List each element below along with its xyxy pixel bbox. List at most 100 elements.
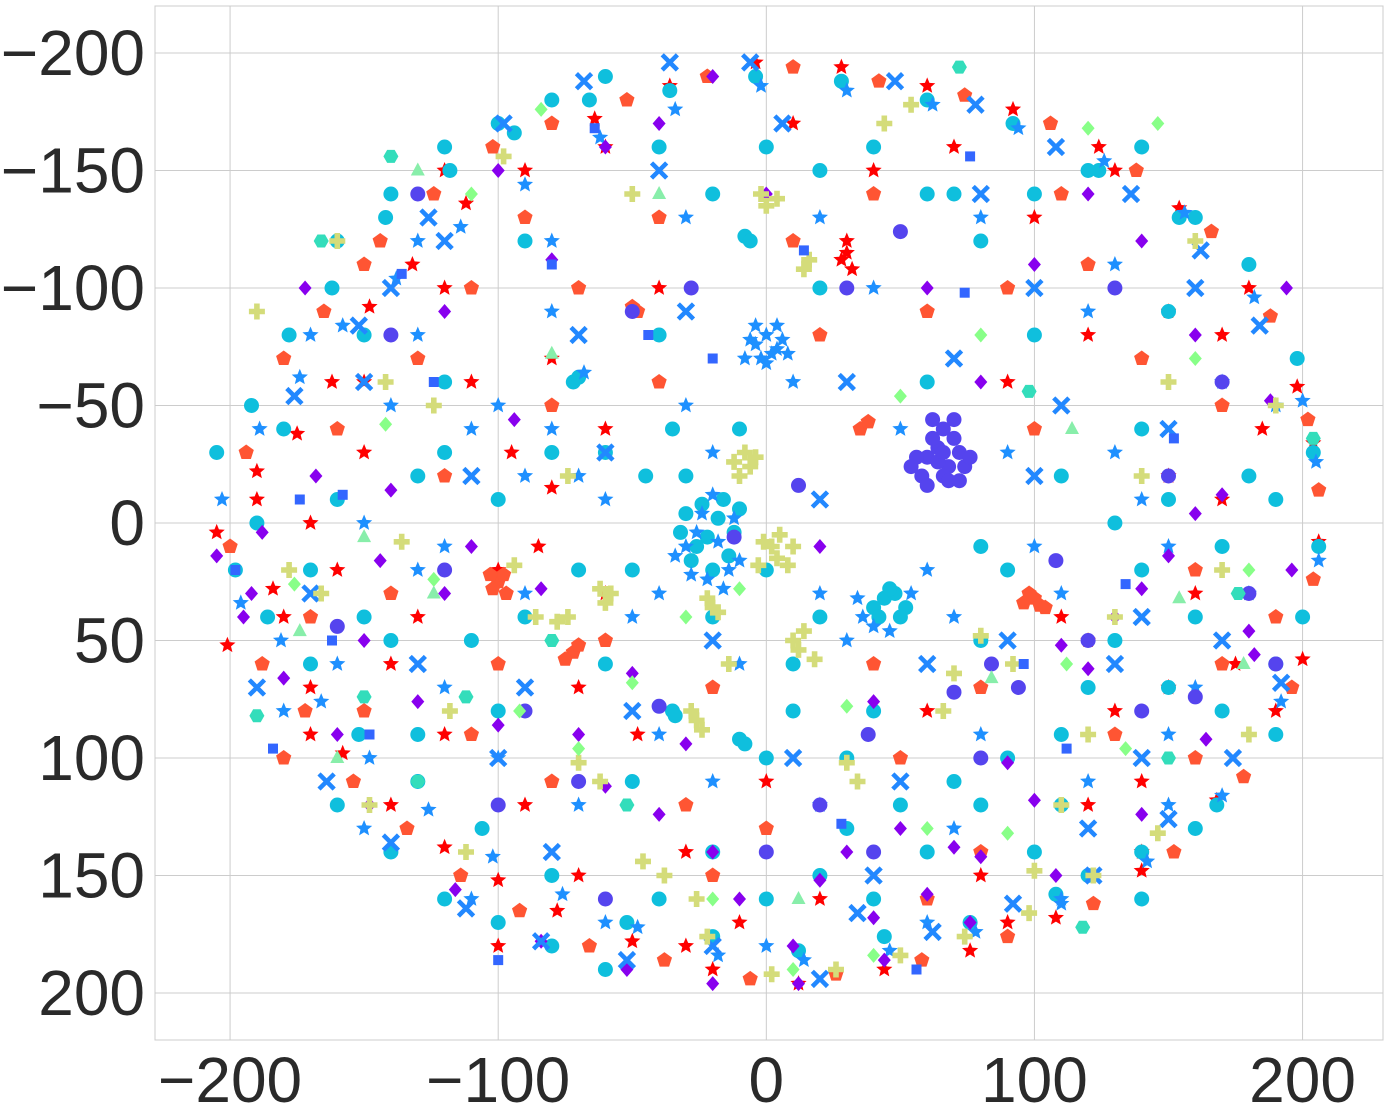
point-pentagon (1187, 750, 1203, 765)
point-diamond (706, 69, 720, 84)
point-star (1273, 693, 1290, 709)
point-pentagon (865, 656, 882, 671)
point-circle (812, 280, 828, 296)
point-circle (571, 774, 587, 789)
point-circle (748, 69, 764, 84)
point-circle (812, 609, 828, 625)
x-axis-ticks: −200 −100 0 100 200 (158, 1044, 1356, 1116)
point-square (1168, 433, 1179, 444)
point-x (515, 678, 535, 697)
point-plus (946, 665, 962, 682)
point-diamond (706, 891, 720, 907)
point-circle (919, 186, 935, 202)
point-square (798, 245, 809, 256)
point-square (546, 259, 557, 270)
point-pentagon (383, 585, 399, 600)
point-star (516, 796, 534, 812)
point-star (1106, 256, 1123, 272)
point-circle (919, 844, 935, 860)
point-circle (437, 891, 453, 907)
point-x (623, 701, 642, 721)
point-pentagon (865, 186, 882, 201)
point-star (747, 317, 764, 333)
point-star (382, 397, 399, 413)
point-x (456, 899, 476, 918)
point-circle (694, 496, 710, 512)
point-x (354, 372, 374, 392)
point-star (516, 467, 534, 483)
point-star (903, 585, 920, 601)
point-x (1271, 673, 1291, 692)
point-pentagon (597, 632, 614, 647)
point-pentagon (463, 726, 480, 741)
point-star (972, 867, 989, 883)
point-circle (678, 468, 694, 484)
point-x (285, 386, 304, 406)
point-circle (410, 468, 426, 484)
point-square (230, 565, 241, 575)
point-star (302, 514, 319, 530)
point-hexagon (1075, 920, 1091, 934)
point-plus (1085, 867, 1102, 884)
point-circle (758, 139, 774, 155)
point-circle (437, 562, 453, 578)
point-circle (442, 163, 458, 178)
point-circle (260, 609, 276, 625)
point-star (865, 617, 882, 634)
point-circle (951, 473, 967, 489)
point-diamond (625, 665, 639, 681)
point-diamond (786, 938, 800, 954)
point-star (1053, 890, 1070, 906)
point-diamond (893, 821, 907, 836)
point-plus (771, 526, 788, 543)
point-star (945, 608, 963, 624)
point-x (885, 72, 905, 91)
point-diamond (1135, 581, 1149, 597)
point-circle (624, 562, 640, 578)
point-star (586, 110, 603, 126)
point-circle (1161, 468, 1176, 484)
point-diamond (464, 186, 478, 202)
point-square (493, 955, 504, 966)
point-plus (1026, 862, 1043, 879)
point-pentagon (812, 327, 828, 342)
x-tick-label: −200 (158, 1044, 302, 1116)
point-plus (1240, 726, 1257, 743)
point-star (388, 270, 405, 286)
point-circle (812, 163, 828, 178)
point-circle (1268, 492, 1284, 507)
point-circle (351, 727, 367, 742)
point-x (408, 654, 427, 674)
point-star (838, 82, 855, 98)
point-star (779, 345, 796, 361)
point-diamond (652, 116, 666, 131)
point-pentagon (871, 73, 887, 88)
point-diamond (309, 468, 323, 484)
point-star (704, 773, 721, 789)
point-diamond (1151, 116, 1165, 131)
point-pentagon (436, 468, 453, 483)
point-star (715, 580, 732, 596)
point-circle (1048, 553, 1064, 569)
point-x (494, 114, 513, 133)
point-pentagon (463, 280, 480, 295)
point-plus (750, 557, 767, 574)
point-star (651, 279, 668, 295)
point-circle (1187, 689, 1203, 705)
point-star (1133, 773, 1150, 789)
point-x (574, 72, 594, 91)
point-star (1214, 787, 1231, 803)
point-pentagon (1085, 895, 1102, 911)
point-diamond (974, 327, 988, 343)
point-pentagon (485, 139, 501, 154)
point-plus (683, 703, 700, 719)
point-star (833, 58, 850, 74)
point-plus (769, 190, 785, 207)
point-circle (571, 562, 587, 578)
point-plus (688, 891, 705, 907)
point-diamond (792, 976, 805, 992)
point-star (490, 937, 507, 953)
point-diamond (513, 703, 527, 719)
point-circle (624, 774, 640, 789)
